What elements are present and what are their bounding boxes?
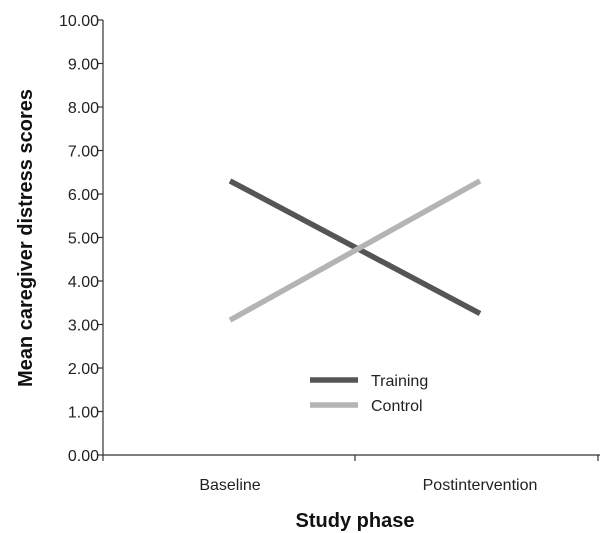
y-axis: 0.00 1.00 2.00 3.00 4.00 5.00 6.00 7.00 8.00 9.00… [59, 13, 104, 465]
x-axis-title: Study phase [296, 510, 415, 532]
y-tick-label: 3.00 [68, 318, 99, 335]
legend-label-control: Control [371, 398, 423, 415]
y-tick-label: 2.00 [68, 361, 99, 378]
legend: Training Control [310, 373, 428, 415]
y-tick-label: 10.00 [59, 13, 99, 30]
legend-label-training: Training [371, 373, 428, 390]
y-tick-label: 4.00 [68, 274, 99, 291]
series-line-control [228, 178, 482, 323]
series-layer [228, 178, 482, 323]
y-tick-label: 1.00 [68, 405, 99, 422]
series-line-training [228, 178, 482, 317]
y-tick-label: 7.00 [68, 144, 99, 161]
y-axis-title: Mean caregiver distress scores [15, 89, 37, 387]
y-tick-label: 5.00 [68, 231, 99, 248]
x-axis: Baseline Postintervention [102, 454, 600, 494]
y-tick-label: 0.00 [68, 448, 99, 465]
y-tick-label: 9.00 [68, 57, 99, 74]
y-tick-label: 6.00 [68, 187, 99, 204]
y-tick-label: 8.00 [68, 100, 99, 117]
x-tick-label: Postintervention [423, 477, 538, 494]
x-tick-label: Baseline [199, 477, 260, 494]
